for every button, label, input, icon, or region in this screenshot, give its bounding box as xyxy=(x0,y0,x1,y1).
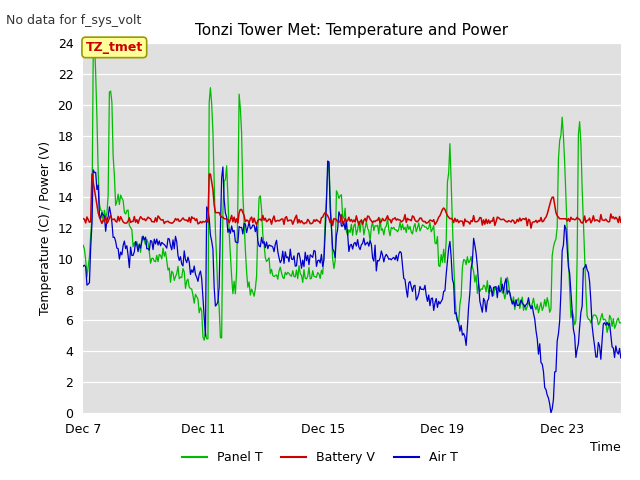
Text: No data for f_sys_volt: No data for f_sys_volt xyxy=(6,14,142,27)
Y-axis label: Temperature (C) / Power (V): Temperature (C) / Power (V) xyxy=(39,141,52,315)
X-axis label: Time: Time xyxy=(590,441,621,454)
Title: Tonzi Tower Met: Temperature and Power: Tonzi Tower Met: Temperature and Power xyxy=(195,23,509,38)
Text: TZ_tmet: TZ_tmet xyxy=(86,41,143,54)
Legend: Panel T, Battery V, Air T: Panel T, Battery V, Air T xyxy=(177,446,463,469)
